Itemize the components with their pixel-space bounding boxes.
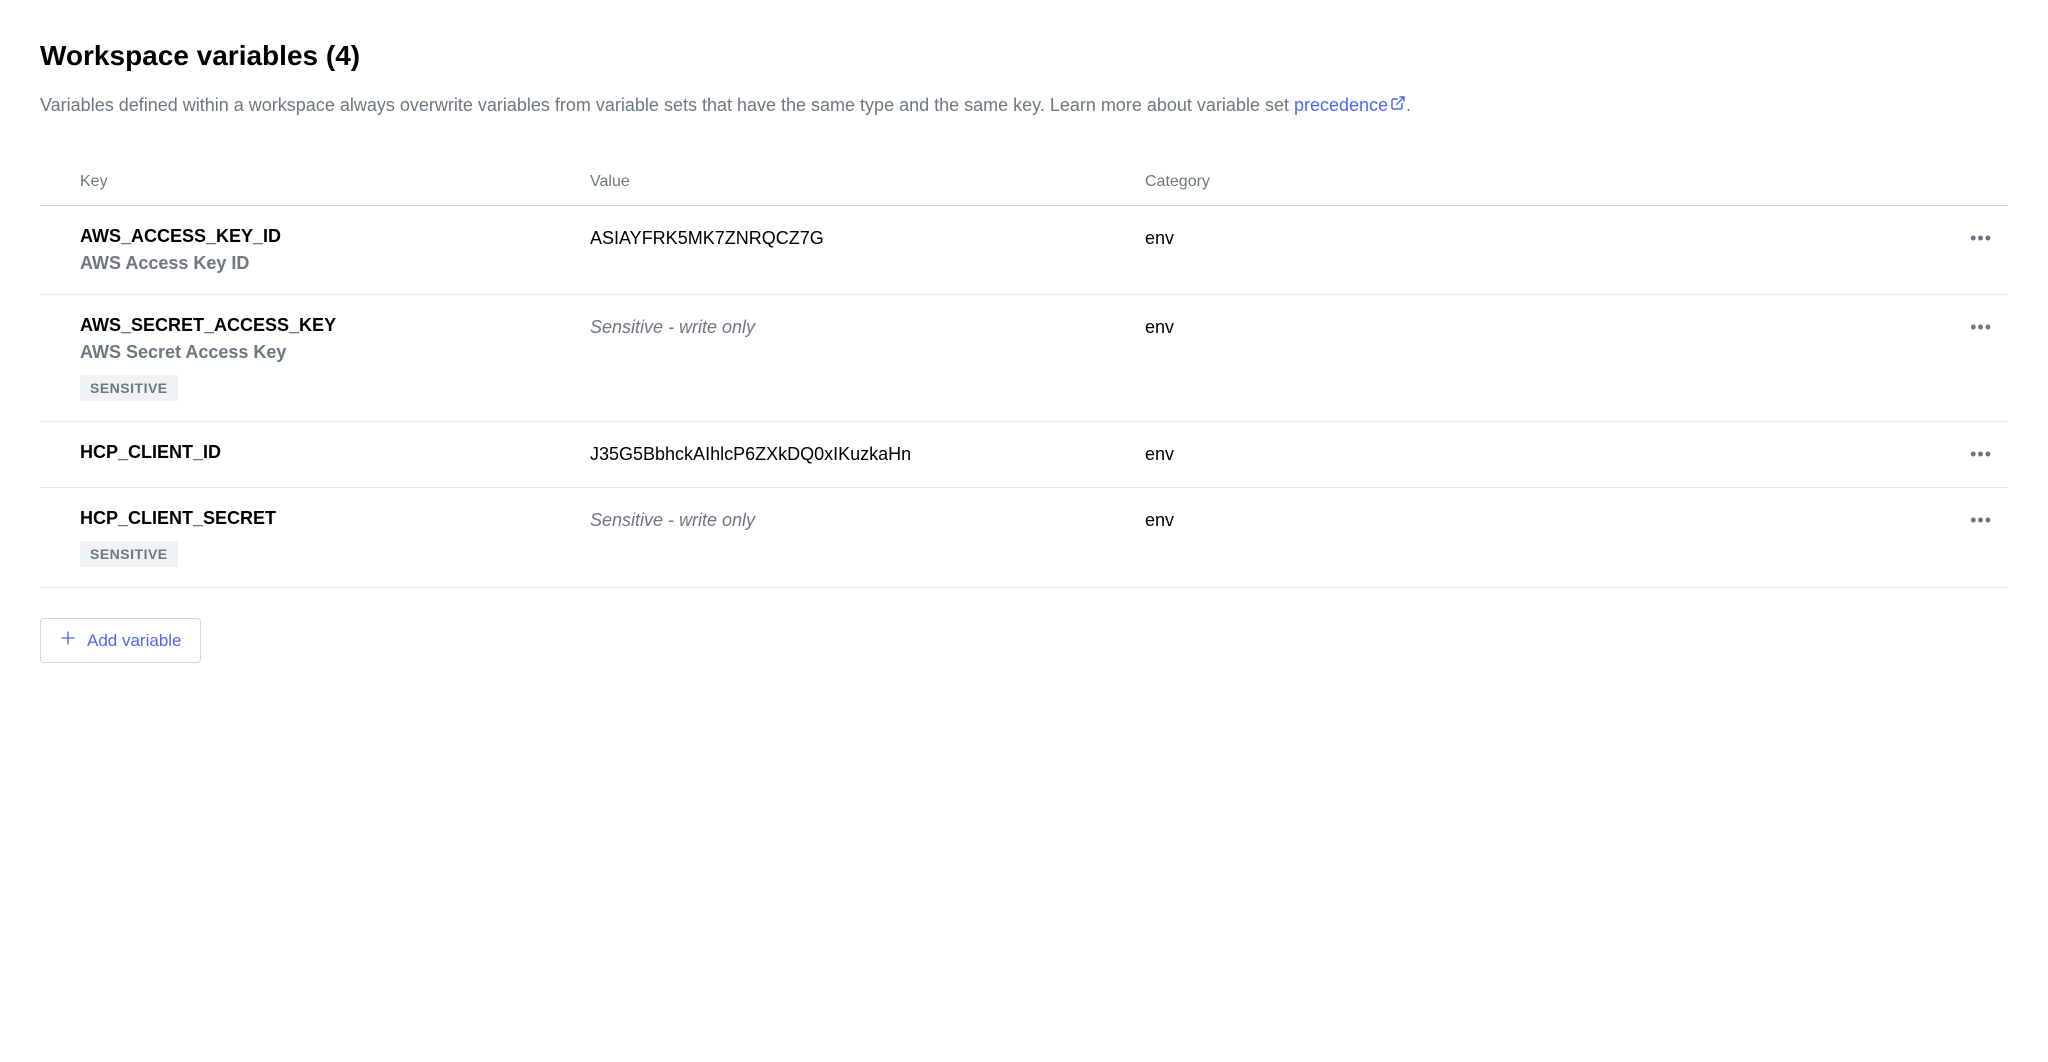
- variable-description: AWS Secret Access Key: [80, 342, 590, 363]
- variable-value: J35G5BbhckAIhlcP6ZXkDQ0xIKuzkaHn: [590, 442, 1145, 465]
- variable-category: env: [1145, 442, 1948, 465]
- more-horizontal-icon: •••: [1970, 444, 1992, 464]
- actions-cell: •••: [1948, 226, 2008, 251]
- precedence-link[interactable]: precedence: [1294, 95, 1406, 115]
- key-cell: AWS_SECRET_ACCESS_KEY AWS Secret Access K…: [80, 315, 590, 401]
- key-cell: AWS_ACCESS_KEY_ID AWS Access Key ID: [80, 226, 590, 274]
- more-horizontal-icon: •••: [1970, 228, 1992, 248]
- sensitive-badge: SENSITIVE: [80, 375, 178, 401]
- variable-key: AWS_SECRET_ACCESS_KEY: [80, 315, 590, 336]
- variable-key: HCP_CLIENT_ID: [80, 442, 590, 463]
- variable-category: env: [1145, 226, 1948, 249]
- description-prefix: Variables defined within a workspace alw…: [40, 95, 1294, 115]
- more-horizontal-icon: •••: [1970, 317, 1992, 337]
- variable-key: HCP_CLIENT_SECRET: [80, 508, 590, 529]
- more-actions-button[interactable]: •••: [1966, 315, 1996, 340]
- key-cell: HCP_CLIENT_SECRET SENSITIVE: [80, 508, 590, 567]
- sensitive-badge: SENSITIVE: [80, 541, 178, 567]
- add-variable-label: Add variable: [87, 631, 182, 651]
- variable-description: AWS Access Key ID: [80, 253, 590, 274]
- column-header-value: Value: [590, 173, 1145, 191]
- description-suffix: .: [1406, 95, 1411, 115]
- plus-icon: [59, 629, 77, 652]
- table-body: AWS_ACCESS_KEY_ID AWS Access Key IDASIAYF…: [40, 206, 2008, 588]
- page-title: Workspace variables (4): [40, 40, 2008, 72]
- variable-category: env: [1145, 508, 1948, 531]
- add-variable-button[interactable]: Add variable: [40, 618, 201, 663]
- table-row: HCP_CLIENT_SECRET SENSITIVE Sensitive - wr…: [40, 488, 2008, 588]
- table-row: AWS_ACCESS_KEY_ID AWS Access Key IDASIAYF…: [40, 206, 2008, 295]
- actions-cell: •••: [1948, 315, 2008, 340]
- variable-value: ASIAYFRK5MK7ZNRQCZ7G: [590, 226, 1145, 249]
- variables-table: Key Value Category AWS_ACCESS_KEY_ID AWS …: [40, 159, 2008, 588]
- external-link-icon: [1390, 92, 1406, 119]
- variable-category: env: [1145, 315, 1948, 338]
- column-header-actions: [1948, 173, 2008, 191]
- more-actions-button[interactable]: •••: [1966, 226, 1996, 251]
- table-row: AWS_SECRET_ACCESS_KEY AWS Secret Access K…: [40, 295, 2008, 422]
- key-cell: HCP_CLIENT_ID: [80, 442, 590, 463]
- column-header-key: Key: [80, 173, 590, 191]
- table-header: Key Value Category: [40, 159, 2008, 206]
- variable-key: AWS_ACCESS_KEY_ID: [80, 226, 590, 247]
- actions-cell: •••: [1948, 442, 2008, 467]
- more-horizontal-icon: •••: [1970, 510, 1992, 530]
- variable-value: Sensitive - write only: [590, 508, 1145, 531]
- variable-value: Sensitive - write only: [590, 315, 1145, 338]
- more-actions-button[interactable]: •••: [1966, 442, 1996, 467]
- more-actions-button[interactable]: •••: [1966, 508, 1996, 533]
- page-description: Variables defined within a workspace alw…: [40, 92, 2008, 119]
- column-header-category: Category: [1145, 173, 1948, 191]
- actions-cell: •••: [1948, 508, 2008, 533]
- table-row: HCP_CLIENT_IDJ35G5BbhckAIhlcP6ZXkDQ0xIKu…: [40, 422, 2008, 488]
- precedence-link-text: precedence: [1294, 95, 1388, 115]
